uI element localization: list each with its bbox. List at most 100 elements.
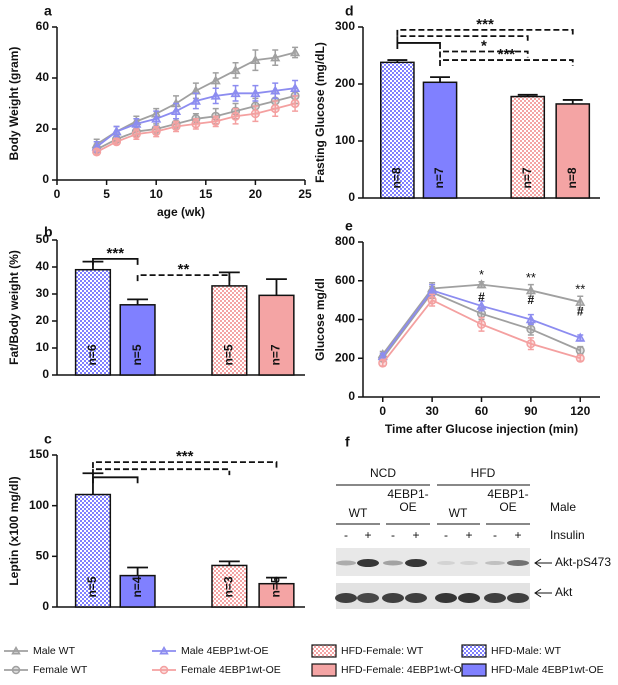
bar: [119, 574, 156, 608]
treatment-label: Insulin: [550, 528, 585, 542]
marker: [11, 645, 21, 655]
marker: [378, 358, 388, 368]
n-label: n=4: [130, 576, 144, 597]
marker: [210, 75, 221, 85]
significance: ***: [498, 46, 516, 63]
n-label: n=5: [85, 576, 99, 597]
x-tick-label: 15: [199, 187, 213, 201]
y-tick-label: 400: [335, 312, 355, 326]
y-tick-label: 0: [42, 599, 49, 613]
treatment: +: [465, 528, 472, 542]
marker: [92, 147, 102, 157]
marker: [525, 314, 536, 324]
x-tick-label: 120: [570, 404, 590, 418]
x-tick-label: 25: [298, 187, 312, 201]
error-bar: [266, 278, 287, 296]
x-tick-label: 20: [249, 187, 263, 201]
bar: [555, 103, 591, 199]
marker: [250, 87, 261, 98]
y-tick-label: 30: [36, 286, 50, 300]
marker: [575, 332, 586, 342]
legend-swatch: [461, 644, 487, 658]
marker: [476, 279, 487, 289]
y-tick-label: 200: [335, 350, 355, 364]
panel-letter: f: [345, 434, 350, 450]
significance: **: [178, 261, 190, 278]
y-tick-label: 10: [36, 340, 50, 354]
marker: [270, 85, 281, 95]
bar: [74, 268, 112, 376]
marker: [575, 353, 585, 363]
panel-letter: e: [345, 218, 353, 234]
error-bar: [252, 105, 259, 123]
n-label: n=5: [130, 344, 144, 365]
legend-swatch: [461, 663, 487, 677]
significance: #: [478, 290, 485, 304]
x-tick-label: 0: [379, 404, 386, 418]
marker: [427, 285, 438, 295]
significance-bracket: [92, 461, 278, 469]
y-tick-label: 150: [29, 447, 49, 461]
line-label: WT: [448, 506, 468, 520]
marker: [575, 296, 586, 306]
error-bar: [232, 107, 239, 125]
n-label: n=6: [85, 344, 99, 365]
marker: [151, 113, 162, 123]
n-label: n=8: [390, 167, 404, 188]
group-label: NCD: [370, 466, 396, 480]
y-axis-label: Glucose mg/dl: [313, 278, 327, 361]
error-bar: [266, 576, 287, 584]
y-tick-label: 200: [335, 76, 355, 90]
significance-bracket: [92, 476, 139, 484]
n-label: n=7: [269, 344, 283, 365]
significance-bracket: [396, 42, 441, 49]
sex-label: Male: [550, 500, 576, 514]
significance: ***: [176, 448, 194, 465]
significance: **: [575, 282, 585, 297]
significance-bracket: [396, 28, 574, 36]
treatment: -: [444, 528, 448, 542]
legend-swatch: [311, 644, 337, 658]
y-tick-label: 0: [42, 172, 49, 186]
marker: [526, 324, 536, 334]
y-tick-label: 0: [42, 367, 49, 381]
y-axis-label: Leptin (x100 mg/dl): [7, 476, 21, 585]
marker: [290, 98, 300, 109]
y-tick-label: 20: [36, 121, 50, 135]
y-tick-label: 600: [335, 273, 355, 287]
bar: [119, 304, 156, 376]
panel-letter: a: [44, 3, 52, 19]
bar: [422, 81, 458, 199]
treatment: +: [514, 528, 521, 542]
marker: [151, 127, 161, 137]
marker: [476, 319, 487, 329]
y-axis-label: Fat/Body weight (%): [7, 250, 21, 365]
marker: [131, 118, 142, 128]
marker: [526, 339, 536, 349]
significance-bracket: [439, 50, 529, 58]
panel-letter: c: [44, 431, 52, 447]
line-label: 4EBP1-OE: [387, 487, 429, 514]
error-bar: [272, 100, 279, 117]
marker: [159, 645, 169, 655]
n-label: n=5: [222, 344, 236, 365]
marker: [190, 95, 201, 105]
significance: ***: [476, 16, 494, 33]
treatment: -: [344, 528, 348, 542]
bar: [258, 294, 295, 376]
marker: [171, 121, 181, 131]
line-label: 4EBP1-OE: [487, 487, 529, 514]
marker: [575, 345, 585, 356]
significance: #: [577, 304, 584, 318]
band-label: Akt: [555, 585, 573, 599]
legend-label: HFD-Female: 4EBP1wt-OE: [341, 664, 469, 676]
marker: [525, 285, 536, 295]
y-axis-label: Body Weight (gram): [7, 47, 21, 161]
x-axis-label: Time after Glucose injection (min): [385, 422, 578, 436]
x-tick-label: 10: [150, 187, 164, 201]
significance-bracket: [92, 468, 231, 476]
y-tick-label: 0: [348, 389, 355, 403]
x-tick-label: 90: [524, 404, 538, 418]
bar: [211, 285, 248, 376]
